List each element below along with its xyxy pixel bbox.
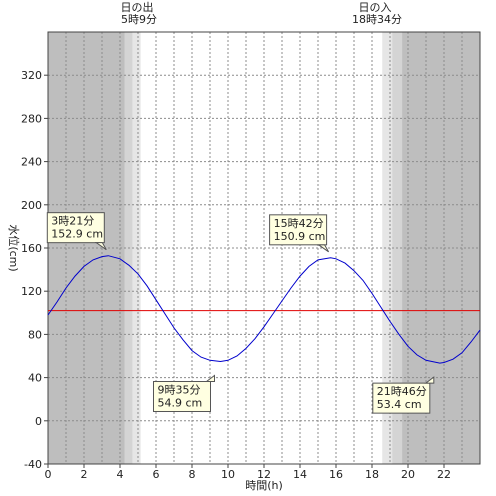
y-axis-label: 水位(cm) xyxy=(7,224,21,271)
callout-time: 9時35分 xyxy=(157,384,200,397)
sunset-label: 日の入 xyxy=(359,1,392,14)
y-tick-label: -40 xyxy=(24,458,42,471)
x-axis-ticks: 0 2 4 6 8 10 12 14 16 18 20 22 xyxy=(45,464,451,481)
x-tick-label: 22 xyxy=(437,468,451,481)
callout-level: 53.4 cm xyxy=(377,398,422,411)
sunset-time: 18時34分 xyxy=(352,13,402,26)
grid-lines xyxy=(48,31,480,464)
callout-level: 152.9 cm xyxy=(51,228,103,241)
sunrise-label: 日の出 xyxy=(121,0,154,14)
callout-pointer xyxy=(94,242,107,251)
y-axis-ticks: -40 0 40 80 120 160 200 240 280 320 xyxy=(21,69,48,471)
x-tick-label: 4 xyxy=(117,468,124,481)
callout-pointer xyxy=(424,376,435,384)
callout-time: 15時42分 xyxy=(274,217,324,230)
callout-time: 21時46分 xyxy=(377,385,427,398)
x-tick-label: 2 xyxy=(81,468,88,481)
x-tick-label: 18 xyxy=(365,468,379,481)
y-tick-label: 280 xyxy=(21,112,42,125)
callout-box xyxy=(372,382,431,414)
sunrise-time: 5時9分 xyxy=(121,13,157,26)
twilight-band-evening-1 xyxy=(382,32,393,464)
callout-box xyxy=(46,212,105,244)
y-tick-label: 120 xyxy=(21,285,42,298)
y-tick-label: 0 xyxy=(35,415,42,428)
x-tick-label: 14 xyxy=(293,468,307,481)
callout-pointer xyxy=(317,244,330,253)
callout-box xyxy=(152,381,211,413)
x-tick-label: 0 xyxy=(45,468,52,481)
callout-time: 3時21分 xyxy=(51,215,94,228)
tide-series-line xyxy=(47,255,481,364)
y-tick-label: 40 xyxy=(28,372,42,385)
callout-level: 150.9 cm xyxy=(274,230,326,243)
x-tick-label: 16 xyxy=(329,468,343,481)
x-tick-label: 12 xyxy=(257,468,271,481)
y-tick-label: 160 xyxy=(21,242,42,255)
y-tick-label: 200 xyxy=(21,199,42,212)
y-tick-label: 80 xyxy=(28,328,42,341)
y-tick-label: 240 xyxy=(21,156,42,169)
x-tick-label: 20 xyxy=(401,468,415,481)
y-tick-label: 320 xyxy=(21,69,42,82)
callout-level: 54.9 cm xyxy=(157,397,202,410)
x-tick-label: 8 xyxy=(189,468,196,481)
callout-pointer xyxy=(204,374,215,383)
x-tick-label: 6 xyxy=(153,468,160,481)
x-axis-label: 時間(h) xyxy=(245,479,283,492)
x-tick-label: 10 xyxy=(221,468,235,481)
callout-box xyxy=(269,214,328,246)
